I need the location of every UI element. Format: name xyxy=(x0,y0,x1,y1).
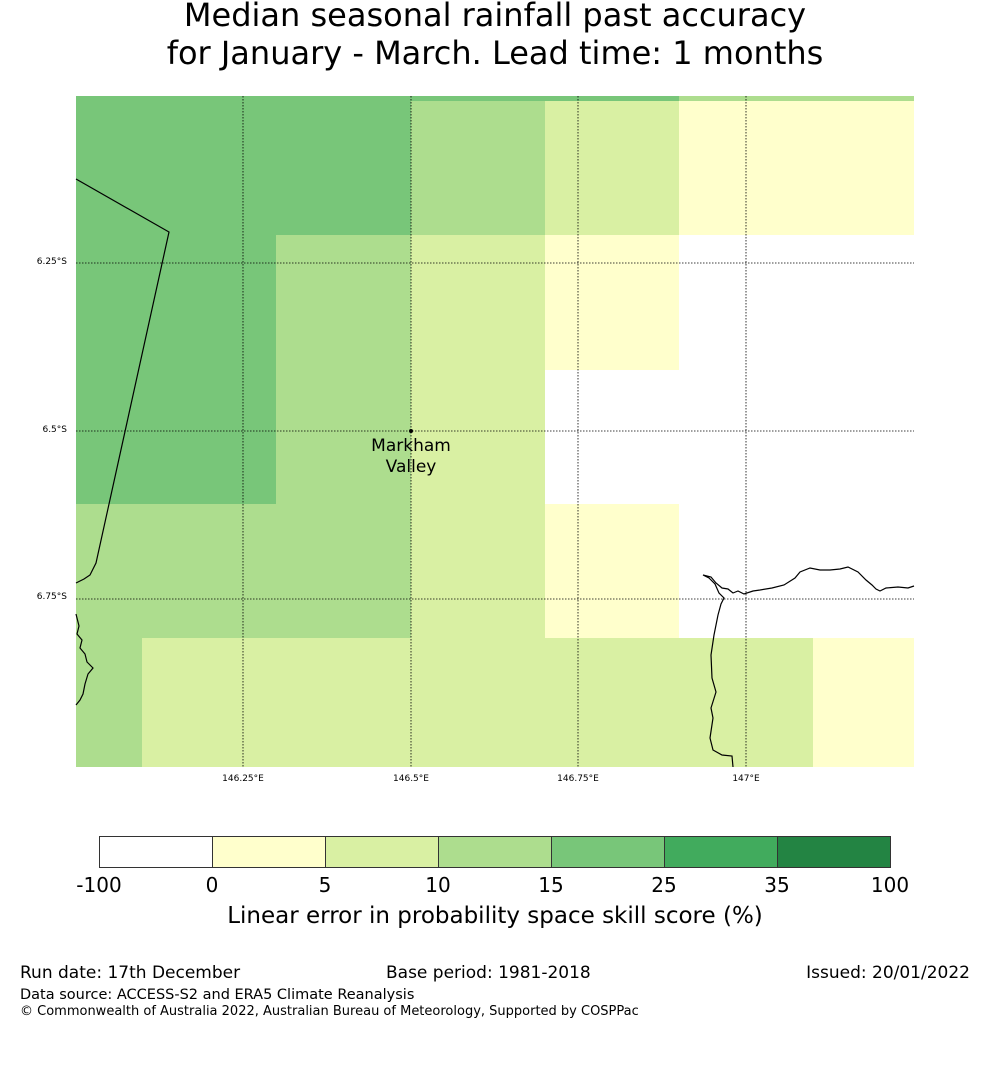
grid-cell xyxy=(545,235,679,370)
lon-label: 146.5°E xyxy=(393,774,429,784)
grid-cell xyxy=(411,504,545,638)
colorbar-segment xyxy=(551,836,665,868)
lat-label: 6.75°S xyxy=(36,592,67,602)
colorbar-segment xyxy=(777,836,891,868)
grid-cell xyxy=(679,235,914,370)
skill-grid xyxy=(76,96,914,767)
grid-cell xyxy=(679,101,914,235)
lat-label: 6.25°S xyxy=(36,257,67,267)
colorbar-segment xyxy=(212,836,326,868)
grid-cell xyxy=(679,504,914,638)
issued-date: Issued: 20/01/2022 xyxy=(806,963,970,983)
grid-cell xyxy=(76,370,276,504)
grid-cell xyxy=(411,235,545,370)
grid-cell xyxy=(813,638,914,767)
grid-cell xyxy=(545,504,679,638)
colorbar-segment xyxy=(664,836,778,868)
data-source: Data source: ACCESS-S2 and ERA5 Climate … xyxy=(20,987,415,1003)
grid-cell xyxy=(76,96,411,235)
colorbar-tick: 15 xyxy=(538,873,564,897)
place-name-line1: Markham xyxy=(371,436,451,456)
grid-cell xyxy=(76,638,142,767)
grid-cell xyxy=(411,370,545,504)
colorbar-tick: 35 xyxy=(764,873,790,897)
colorbar-tick: 5 xyxy=(318,873,332,897)
colorbar-tick: 100 xyxy=(870,873,910,897)
grid-cell xyxy=(411,101,545,235)
west-coastline xyxy=(75,613,94,706)
grid-cell xyxy=(545,101,679,235)
colorbar-segment xyxy=(438,836,552,868)
colorbar-segment xyxy=(99,836,213,868)
grid-cell xyxy=(679,96,914,101)
colorbar-tick: -100 xyxy=(76,873,122,897)
colorbar-tick: 0 xyxy=(205,873,219,897)
lat-label: 6.5°S xyxy=(42,425,67,435)
map-title-line1: Median seasonal rainfall past accuracy xyxy=(183,0,807,34)
skill-map xyxy=(75,96,915,768)
lon-label: 147°E xyxy=(732,774,760,784)
province-border xyxy=(75,178,170,584)
lon-label: 146.75°E xyxy=(557,774,599,784)
lon-label: 146.25°E xyxy=(222,774,264,784)
grid-cell xyxy=(411,96,679,101)
place-label: Markham Valley xyxy=(341,436,481,478)
graticule xyxy=(76,96,914,767)
map-title-line2: for January - March. Lead time: 1 months xyxy=(166,34,824,72)
huon-gulf-coastline xyxy=(702,566,915,768)
place-name-line2: Valley xyxy=(385,457,437,477)
run-date: Run date: 17th December xyxy=(20,963,241,983)
grid-cell xyxy=(545,370,914,504)
colorbar-tick: 10 xyxy=(425,873,451,897)
colorbar-title: Linear error in probability space skill … xyxy=(227,903,763,929)
grid-cell xyxy=(76,504,411,638)
colorbar-segment xyxy=(325,836,439,868)
grid-cell xyxy=(276,370,411,504)
boundaries xyxy=(75,178,915,768)
place-marker xyxy=(409,429,413,433)
grid-cell xyxy=(76,235,276,370)
base-period: Base period: 1981-2018 xyxy=(386,963,591,983)
map-title: Median seasonal rainfall past accuracy f… xyxy=(0,0,990,72)
grid-cell xyxy=(142,638,813,767)
colorbar-tick: 25 xyxy=(651,873,677,897)
grid-cell xyxy=(276,235,411,370)
copyright: © Commonwealth of Australia 2022, Austra… xyxy=(20,1004,639,1019)
